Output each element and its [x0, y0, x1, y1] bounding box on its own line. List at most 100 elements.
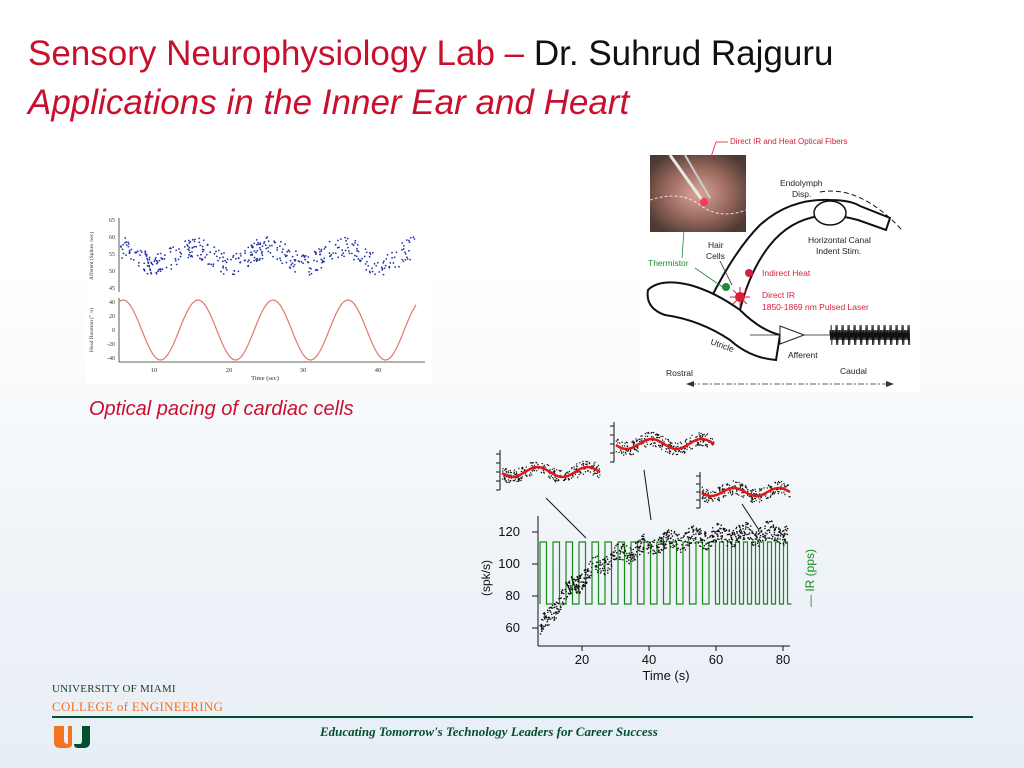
inset-dot — [700, 432, 702, 434]
spike-rate-dot — [605, 561, 607, 563]
inset-dot — [507, 472, 510, 474]
inset-dot — [639, 438, 641, 440]
scatter-dot — [248, 259, 250, 261]
scatter-dot — [170, 268, 173, 270]
inset-dot — [652, 436, 654, 438]
inset-dot — [593, 463, 595, 465]
label-laser: 1850-1869 nm Pulsed Laser — [762, 302, 869, 312]
inset-dot — [550, 475, 552, 477]
spike-rate-dot — [595, 568, 597, 571]
inset-dot — [525, 475, 528, 477]
xtick: 60 — [709, 652, 723, 667]
scatter-dot — [369, 253, 372, 256]
inset-dot — [738, 481, 740, 484]
scatter-dot — [408, 249, 410, 252]
spike-rate-dot — [562, 603, 564, 606]
spike-rate-dot — [643, 537, 645, 540]
spike-rate-dot — [565, 590, 567, 593]
inset-dot — [582, 473, 585, 475]
inset-dot — [659, 446, 661, 448]
spike-rate-dot — [585, 577, 588, 580]
inset-dot — [591, 465, 593, 467]
spike-rate-dot — [767, 537, 769, 539]
spike-rate-dot — [586, 576, 588, 579]
scatter-dot — [406, 258, 409, 260]
inset-dot — [784, 493, 786, 496]
inset-dot — [755, 499, 757, 502]
scatter-dot — [146, 272, 149, 275]
spike-rate-dot — [586, 574, 589, 576]
scatter-dot — [263, 242, 265, 245]
inset-dot — [709, 437, 712, 440]
scatter-dot — [146, 258, 149, 261]
inset-dot — [578, 471, 580, 473]
inset-dot — [763, 487, 765, 489]
spike-rate-dot — [758, 538, 761, 541]
spike-rate-dot — [707, 547, 709, 550]
spike-rate-dot — [629, 547, 632, 549]
scatter-dot — [285, 261, 288, 264]
inset-dot — [686, 448, 688, 451]
inset-dot — [704, 497, 706, 499]
inset-dot — [721, 489, 724, 491]
inset-dot — [520, 477, 522, 479]
spike-rate-dot — [628, 559, 630, 561]
spike-rate-dot — [581, 588, 584, 590]
inset-dot — [761, 488, 763, 490]
inset-dot — [644, 435, 647, 437]
scatter-dot — [318, 248, 320, 250]
scatter-dot — [371, 270, 374, 273]
scatter-dot — [132, 259, 135, 261]
inset-dot — [572, 475, 574, 477]
spike-rate-dot — [767, 522, 770, 524]
inset-dot — [656, 435, 658, 437]
inset-dot — [759, 498, 761, 500]
spike-rate-dot — [551, 607, 553, 609]
spike-rate-dot — [680, 537, 682, 539]
scatter-dot — [332, 252, 335, 254]
inset-dot — [770, 494, 772, 496]
inset-dot — [576, 463, 578, 465]
scatter-dot — [295, 250, 297, 253]
ytick-top: 45 — [109, 286, 115, 292]
inset-dot — [530, 472, 532, 474]
scatter-dot — [367, 265, 370, 267]
inset-dot — [594, 461, 596, 463]
spike-rate-dot — [721, 531, 724, 534]
inset-dot — [758, 497, 760, 499]
scatter-dot — [150, 262, 153, 265]
spike-rate-dot — [726, 540, 729, 543]
spike-rate-dot — [548, 616, 550, 619]
inset-dot — [748, 495, 750, 498]
spike-rate-dot — [686, 544, 689, 546]
scatter-dot — [291, 262, 294, 264]
label-caudal: Caudal — [840, 366, 867, 376]
inset-fit-line — [701, 486, 791, 498]
inset-dot — [635, 438, 637, 440]
scatter-dot — [122, 252, 125, 255]
scatter-dot — [308, 267, 311, 269]
inset-dot — [751, 499, 753, 501]
inset-dot — [638, 438, 640, 440]
scatter-dot — [160, 257, 163, 260]
scatter-dot — [284, 254, 286, 256]
ytick-bottom: 20 — [109, 314, 115, 320]
spike-rate-dot — [742, 528, 744, 530]
inset-dot — [573, 466, 575, 468]
inset-dot — [665, 450, 667, 453]
scatter-dot — [401, 258, 404, 261]
spike-rate-dot — [716, 524, 719, 526]
spike-rate-dot — [548, 624, 550, 626]
inset-dot — [750, 500, 752, 502]
spike-rate-dot — [622, 543, 624, 545]
scatter-dot — [356, 243, 359, 246]
spike-rate-dot — [663, 546, 666, 548]
scatter-dot — [125, 254, 127, 256]
inset-dot — [697, 441, 699, 444]
scatter-dot — [224, 259, 227, 262]
scatter-dot — [289, 267, 292, 269]
inset-dot — [789, 496, 791, 498]
scatter-dot — [247, 246, 250, 249]
spike-rate-dot — [667, 529, 670, 531]
spike-rate-dot — [564, 588, 566, 591]
